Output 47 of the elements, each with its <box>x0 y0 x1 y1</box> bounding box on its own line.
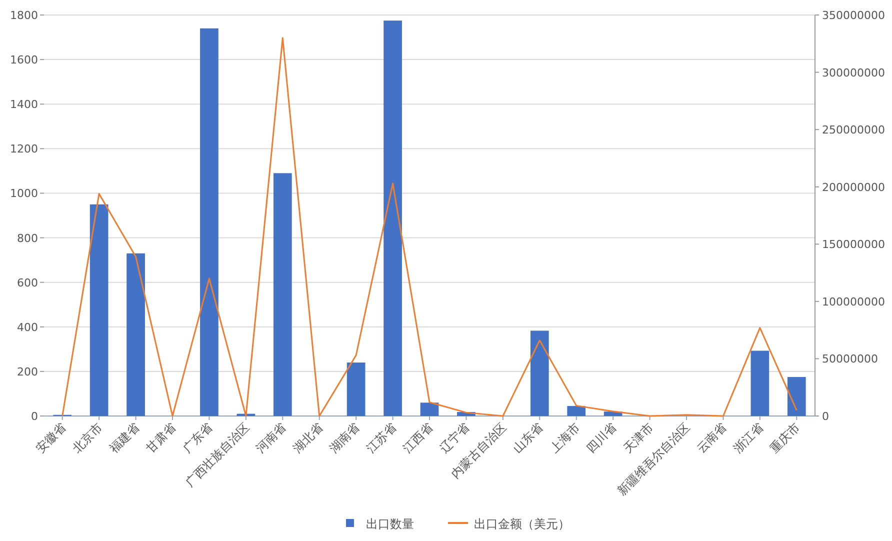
y-tick-label: 200 <box>17 365 38 378</box>
y-tick-label: 1400 <box>10 98 38 112</box>
x-tick-label: 甘肃省 <box>143 420 179 456</box>
y-tick-label: 1200 <box>10 142 38 156</box>
bar <box>787 377 806 416</box>
y2-tick-label: 100000000 <box>822 295 885 308</box>
x-tick-label: 湖北省 <box>290 420 326 456</box>
y2-tick-label: 350000000 <box>822 9 885 22</box>
bar <box>530 330 549 416</box>
x-tick-label: 江苏省 <box>364 420 399 456</box>
x-tick-label: 河南省 <box>253 420 289 456</box>
bar <box>200 28 218 416</box>
x-tick-label: 湖南省 <box>326 420 362 456</box>
y-tick-label: 1600 <box>10 54 38 67</box>
bar <box>90 204 108 416</box>
x-tick-label: 浙江省 <box>730 420 766 456</box>
y2-tick-label: 150000000 <box>822 238 885 252</box>
bar <box>384 20 402 416</box>
y2-tick-label: 300000000 <box>822 66 885 80</box>
x-tick-label: 北京市 <box>70 420 106 456</box>
y-tick-label: 1800 <box>10 9 38 22</box>
bar <box>273 173 292 416</box>
x-tick-label: 江西省 <box>400 420 436 456</box>
y2-tick-label: 250000000 <box>822 124 885 137</box>
x-tick-label: 云南省 <box>694 420 730 456</box>
x-tick-label: 四川省 <box>584 420 620 456</box>
x-tick-label: 山东省 <box>510 420 546 456</box>
bar <box>750 350 770 416</box>
bar <box>346 362 366 416</box>
x-tick-label: 安徽省 <box>33 420 68 456</box>
y2-tick-label: 200000000 <box>822 180 885 194</box>
x-tick-label: 福建省 <box>106 420 142 456</box>
bar <box>567 406 586 416</box>
bar <box>126 253 145 416</box>
legend-label: 出口数量 <box>366 517 414 531</box>
y2-tick-label: 0 <box>822 410 829 423</box>
y-tick-label: 400 <box>17 320 38 334</box>
bar <box>420 402 439 416</box>
y-tick-label: 0 <box>31 410 38 423</box>
legend-label: 出口金额（美元） <box>474 517 570 531</box>
y-tick-label: 800 <box>17 232 38 245</box>
x-tick-label: 上海市 <box>547 420 582 456</box>
x-tick-label: 重庆市 <box>767 420 803 456</box>
y2-tick-label: 50000000 <box>822 352 878 366</box>
y-tick-label: 1000 <box>10 187 38 200</box>
line-series <box>62 37 798 417</box>
y-tick-label: 600 <box>17 276 38 290</box>
